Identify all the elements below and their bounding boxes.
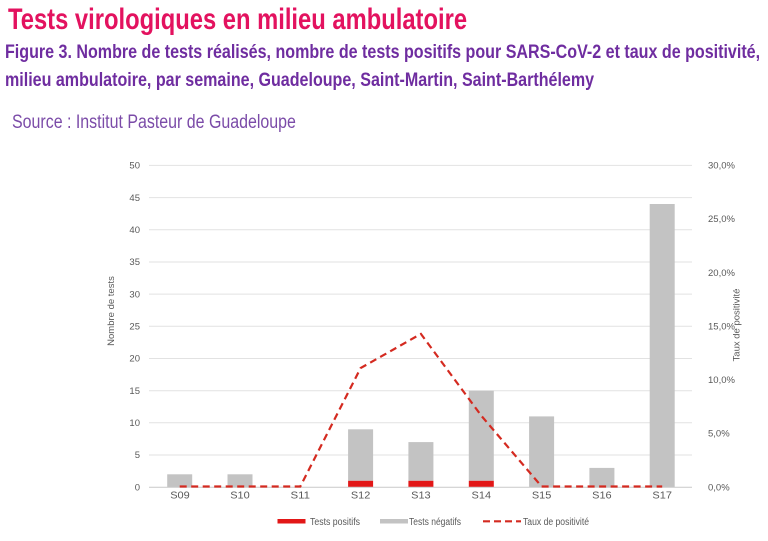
svg-text:15,0%: 15,0% <box>708 322 735 333</box>
svg-text:35: 35 <box>129 257 140 268</box>
svg-text:S17: S17 <box>652 491 672 502</box>
svg-text:25: 25 <box>129 322 140 333</box>
svg-text:S12: S12 <box>351 491 371 502</box>
svg-text:Tests positifs: Tests positifs <box>310 517 360 528</box>
svg-text:20,0%: 20,0% <box>708 268 735 279</box>
svg-text:Taux de positivité: Taux de positivité <box>523 517 589 528</box>
svg-text:S11: S11 <box>291 491 311 502</box>
svg-text:20: 20 <box>129 354 140 365</box>
svg-text:45: 45 <box>129 193 140 204</box>
svg-text:30: 30 <box>129 289 140 300</box>
svg-text:Nombre de tests: Nombre de tests <box>106 276 117 346</box>
svg-text:S13: S13 <box>411 491 431 502</box>
svg-text:25,0%: 25,0% <box>708 214 735 225</box>
svg-text:0,0%: 0,0% <box>708 482 730 493</box>
svg-text:S16: S16 <box>592 491 612 502</box>
svg-text:5: 5 <box>135 450 140 461</box>
svg-text:S09: S09 <box>170 491 190 502</box>
svg-text:15: 15 <box>129 386 140 397</box>
svg-text:0: 0 <box>135 482 140 493</box>
svg-text:40: 40 <box>129 225 140 236</box>
svg-text:S10: S10 <box>230 491 250 502</box>
svg-text:S15: S15 <box>532 491 552 502</box>
svg-text:S14: S14 <box>472 491 492 502</box>
svg-text:50: 50 <box>129 161 140 172</box>
svg-text:Taux de positivité: Taux de positivité <box>732 289 743 362</box>
svg-text:Tests négatifs: Tests négatifs <box>409 517 461 528</box>
svg-text:30,0%: 30,0% <box>708 161 735 172</box>
svg-text:10: 10 <box>129 418 140 429</box>
svg-text:5,0%: 5,0% <box>708 429 730 440</box>
svg-text:10,0%: 10,0% <box>708 375 735 386</box>
